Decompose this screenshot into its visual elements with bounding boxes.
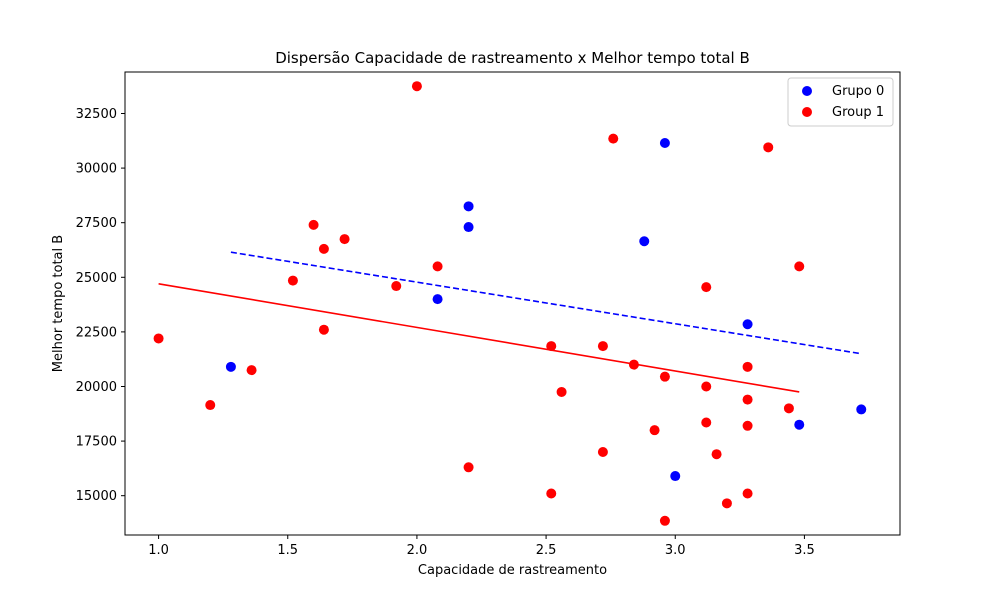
y-tick-label: 32500 — [76, 107, 117, 122]
data-point — [659, 137, 670, 148]
data-point — [742, 488, 753, 499]
data-point — [153, 333, 164, 344]
legend-frame — [787, 77, 894, 127]
data-point — [308, 219, 319, 230]
trend-line — [158, 283, 800, 393]
data-point — [318, 324, 329, 335]
y-tick-label: 22500 — [76, 325, 117, 340]
series-0 — [225, 137, 867, 482]
trend-line — [230, 251, 862, 355]
data-point — [711, 449, 722, 460]
data-point — [391, 281, 402, 292]
data-point — [546, 341, 557, 352]
data-point — [608, 133, 619, 144]
plot-frame — [124, 71, 901, 536]
data-point — [742, 319, 753, 330]
data-point — [463, 201, 474, 212]
x-axis-label: Capacidade de rastreamento — [418, 563, 607, 578]
data-point — [287, 275, 298, 286]
data-point — [794, 261, 805, 272]
data-point — [463, 222, 474, 233]
y-tick-label: 17500 — [76, 435, 117, 450]
x-tick-label: 3.5 — [794, 543, 815, 558]
data-point — [659, 371, 670, 382]
data-point — [701, 282, 712, 293]
data-point — [670, 471, 681, 482]
x-tick-label: 2.0 — [407, 543, 428, 558]
y-tick-label: 20000 — [76, 380, 117, 395]
x-tick-label: 1.0 — [148, 543, 169, 558]
y-tick-label: 15000 — [76, 489, 117, 504]
data-point — [742, 361, 753, 372]
legend: Grupo 0 Group 1 — [787, 77, 894, 127]
legend-label-group-1: Group 1 — [832, 105, 884, 120]
data-point — [597, 341, 608, 352]
data-point — [856, 404, 867, 415]
chart-title: Dispersão Capacidade de rastreamento x M… — [275, 49, 750, 67]
data-point — [701, 381, 712, 392]
data-point — [721, 498, 732, 509]
data-point — [556, 386, 567, 397]
data-point — [649, 425, 660, 436]
legend-marker-grupo-0 — [802, 86, 812, 96]
data-point — [659, 515, 670, 526]
data-point — [763, 142, 774, 153]
data-point — [463, 462, 474, 473]
data-point — [639, 236, 650, 247]
data-point — [246, 365, 257, 376]
y-tick-label: 27500 — [76, 216, 117, 231]
plot-area — [125, 72, 900, 535]
x-axis: 1.0 1.5 2.0 2.5 3.0 3.5 — [148, 535, 815, 558]
x-tick-label: 1.5 — [277, 543, 298, 558]
plot-marks — [153, 81, 867, 526]
data-point — [742, 420, 753, 431]
y-axis: 15000 17500 20000 22500 25000 27500 30000 32500 — [76, 107, 125, 504]
data-point — [742, 394, 753, 405]
data-point — [318, 243, 329, 254]
y-tick-label: 30000 — [76, 162, 117, 177]
legend-marker-group-1 — [802, 107, 812, 117]
x-tick-label: 2.5 — [536, 543, 557, 558]
y-tick-label: 25000 — [76, 271, 117, 286]
data-point — [701, 417, 712, 428]
series-1 — [153, 81, 805, 526]
data-point — [783, 403, 794, 414]
x-tick-label: 3.0 — [665, 543, 686, 558]
data-point — [225, 361, 236, 372]
data-point — [546, 488, 557, 499]
legend-label-grupo-0: Grupo 0 — [832, 84, 884, 99]
data-point — [794, 419, 805, 430]
data-point — [597, 447, 608, 458]
data-point — [432, 261, 443, 272]
data-point — [339, 234, 350, 245]
data-point — [205, 400, 216, 411]
data-point — [411, 81, 422, 92]
data-point — [432, 294, 443, 305]
y-axis-label: Melhor tempo total B — [51, 235, 66, 372]
